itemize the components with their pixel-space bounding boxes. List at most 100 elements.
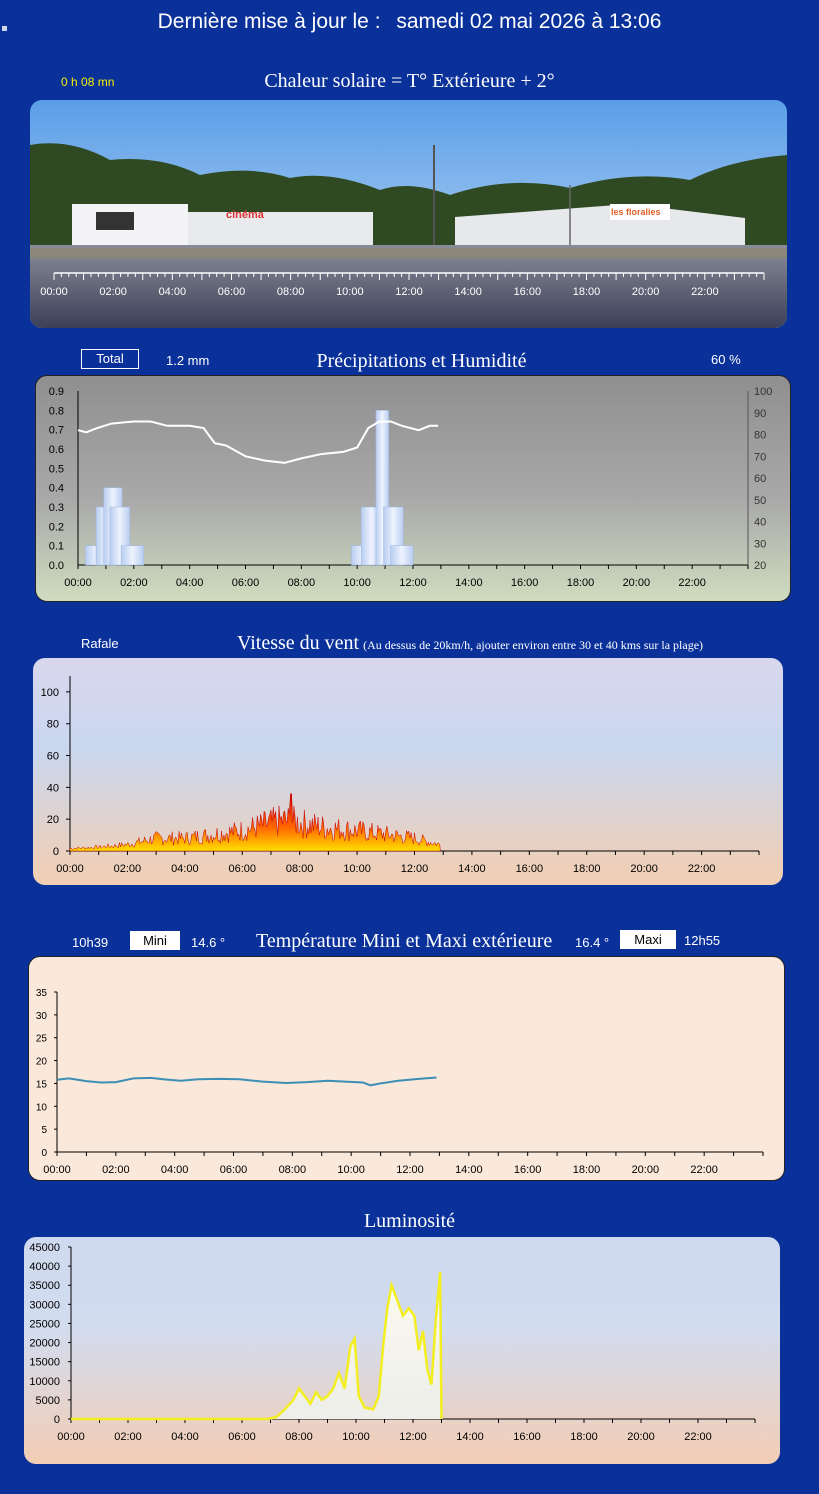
y-tick-label: 20 [47,814,59,826]
solar-time-axis: 00:00 02:00 04:00 06:00 08:00 10:00 12:00 14:00… [40,272,765,298]
x-tick-label: 22:00 [690,1164,718,1176]
solar-photo: cinéma les floralies 00:00 02:00 04:00 06:0… [30,100,787,328]
rain-total-value: 1.2 mm [166,353,210,368]
x-tick-label: 02:00 [114,863,142,875]
x-tick-label: 14:00 [458,863,486,875]
y-right-tick-label: 20 [754,560,766,572]
y-tick-label: 45000 [29,1242,60,1254]
y-right-tick-label: 90 [754,408,766,420]
light-chart-panel: 00:00 02:00 04:00 06:00 08:00 10:00 12:00 14:00… [24,1237,780,1464]
y-right-tick-label: 50 [754,495,766,507]
solar-tick-label: 18:00 [573,286,601,298]
y-tick-label: 20 [36,1057,48,1068]
x-tick-label: 06:00 [232,577,260,589]
x-tick-label: 18:00 [567,577,595,589]
x-tick-label: 00:00 [57,1431,85,1443]
y-right-tick-label: 100 [754,386,772,398]
update-datetime: samedi 02 mai 2026 à 13:06 [396,10,662,33]
y-tick-label: 15000 [29,1357,60,1369]
store-building [455,204,745,250]
light-line [71,1271,443,1421]
solar-duration: 0 h 08 mn [61,75,115,89]
x-tick-label: 16:00 [516,863,544,875]
temp-min-time: 10h39 [72,935,109,950]
temp-min-label: Mini [129,930,181,951]
solar-tick-label: 02:00 [99,286,127,298]
x-tick-label: 18:00 [570,1431,598,1443]
x-tick-label: 20:00 [623,577,651,589]
svg-text:les floralies: les floralies [611,207,661,217]
y-tick-label: 40 [47,782,59,794]
y-tick-label: 10000 [29,1376,60,1388]
temp-min-value: 14.6 ° [191,935,226,950]
light-area [71,1271,442,1419]
solar-photo-panel: cinéma les floralies 00:00 02:00 04:00 06:0… [30,100,787,328]
y-tick-label: 10 [36,1102,48,1113]
x-tick-label: 18:00 [573,1164,601,1176]
y-tick-label: 5 [41,1125,47,1136]
wind-title: Vitesse du vent [237,632,360,654]
x-tick-label: 22:00 [688,863,716,875]
y-tick-label: 35 [36,988,48,999]
y-tick-label: 25000 [29,1318,60,1330]
y-tick-label: 25 [36,1034,48,1045]
y-tick-label: 15 [36,1079,48,1090]
x-tick-label: 12:00 [401,863,429,875]
solar-tick-label: 08:00 [277,286,305,298]
x-tick-label: 14:00 [455,1164,483,1176]
rain-bar [120,545,144,566]
y-left-tick-label: 0.9 [49,386,64,398]
temp-title: Température Mini et Maxi extérieure [256,930,553,952]
x-tick-label: 02:00 [102,1164,130,1176]
update-header: Dernière mise à jour le : samedi 02 mai … [0,10,819,34]
x-tick-label: 20:00 [632,1164,660,1176]
x-tick-label: 08:00 [288,577,316,589]
y-left-tick-label: 0.5 [49,463,64,475]
y-tick-label: 100 [41,687,59,699]
x-tick-label: 22:00 [684,1431,712,1443]
y-left-tick-label: 0.3 [49,502,64,514]
solar-title: Chaleur solaire = T° Extérieure + 2° [264,70,555,92]
x-tick-label: 04:00 [176,577,204,589]
y-tick-label: 0 [54,1414,60,1426]
x-tick-label: 06:00 [220,1164,248,1176]
y-right-tick-label: 70 [754,451,766,463]
y-left-tick-label: 0.7 [49,425,64,437]
temp-max-value: 16.4 ° [575,935,610,950]
x-tick-label: 16:00 [513,1431,541,1443]
corner-mark [2,26,7,31]
x-tick-label: 06:00 [228,863,256,875]
x-tick-label: 10:00 [343,577,371,589]
y-left-tick-label: 0.8 [49,405,64,417]
x-tick-label: 18:00 [573,863,601,875]
x-tick-label: 10:00 [337,1164,365,1176]
y-right-tick-label: 60 [754,473,766,485]
x-tick-label: 02:00 [114,1431,142,1443]
solar-tick-label: 12:00 [395,286,423,298]
x-tick-label: 08:00 [285,1431,313,1443]
y-tick-label: 80 [47,719,59,731]
humidity-line [77,420,439,464]
x-tick-label: 10:00 [342,1431,370,1443]
rain-bar [390,545,414,566]
x-tick-label: 20:00 [627,1431,655,1443]
rain-chart: 00:00 02:00 04:00 06:00 08:00 10:00 12:00 14:00… [49,386,773,589]
x-tick-label: 00:00 [64,577,92,589]
x-tick-label: 00:00 [43,1164,71,1176]
x-tick-label: 22:00 [678,577,706,589]
y-left-tick-label: 0.4 [49,483,64,495]
x-tick-label: 02:00 [120,577,148,589]
wind-chart-panel: 00:00 02:00 04:00 06:00 08:00 10:00 12:00 14:00… [33,658,783,885]
y-tick-label: 30000 [29,1299,60,1311]
y-tick-label: 5000 [36,1395,60,1407]
rain-title: Précipitations et Humidité [316,350,527,372]
y-tick-label: 20000 [29,1338,60,1350]
gust-label: Rafale [81,636,119,651]
x-tick-label: 00:00 [56,863,84,875]
y-tick-label: 30 [36,1011,48,1022]
rain-chart-panel: 00:00 02:00 04:00 06:00 08:00 10:00 12:00 14:00… [35,375,791,602]
x-tick-label: 16:00 [511,577,539,589]
y-tick-label: 0 [41,1148,47,1159]
x-tick-label: 12:00 [399,1431,427,1443]
x-tick-label: 04:00 [161,1164,189,1176]
